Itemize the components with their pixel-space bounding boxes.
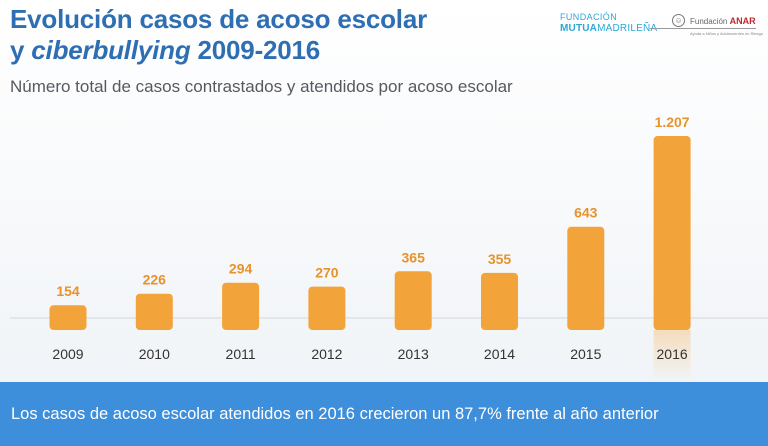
value-label-2016: 1.207	[655, 114, 690, 130]
bar-2013	[394, 271, 432, 330]
bar-2010	[135, 293, 173, 330]
x-tick-label-2011: 2011	[226, 346, 256, 362]
bars-layer: 154 2009 226 2010 294 2011 270 2012 365 2013 355 20…	[49, 114, 691, 382]
footer-banner: Los casos de acoso escolar atendidos en …	[0, 382, 768, 446]
bar-2012	[308, 286, 346, 330]
smiley-face-icon: ☺	[672, 14, 685, 27]
title-line-1: Evolución casos de acoso escolar	[10, 4, 428, 34]
fundacion-anar-logo: ☺ Fundación ANAR Ayuda a Niños y Adolesc…	[650, 14, 763, 40]
mutua-logo-bold: MUTUA	[560, 23, 598, 34]
mutua-logo-line-1: FUNDACIÓN	[560, 12, 618, 22]
mutua-logo-line-2: MUTUAMADRILEÑA	[560, 23, 657, 34]
x-tick-label-2012: 2012	[311, 346, 342, 362]
bar-2009	[49, 305, 87, 330]
logo-swoosh	[650, 28, 756, 29]
chart-title: Evolución casos de acoso escolar y ciber…	[10, 4, 427, 66]
bar-chart: 154 2009 226 2010 294 2011 270 2012 365 2013 355 20…	[10, 114, 768, 382]
anar-logo-name: ANAR	[729, 16, 756, 26]
value-label-2015: 643	[574, 205, 598, 221]
x-tick-label-2016: 2016	[657, 346, 688, 362]
x-tick-label-2010: 2010	[139, 346, 170, 362]
value-label-2010: 226	[143, 272, 167, 288]
title-line-2-prefix: y	[10, 35, 32, 65]
title-line-2: y ciberbullying 2009-2016	[10, 35, 427, 66]
anar-logo-prefix: Fundación	[690, 17, 728, 26]
value-label-2011: 294	[229, 261, 253, 277]
value-label-2009: 154	[56, 283, 80, 299]
bar-2015	[567, 226, 605, 330]
x-tick-label-2015: 2015	[570, 346, 601, 362]
value-label-2014: 355	[488, 251, 512, 267]
fundacion-mutua-madrilena-logo: FUNDACIÓN MUTUAMADRILEÑA	[560, 12, 657, 34]
anar-logo-tagline: Ayuda a Niños y Adolescentes en Riesgo	[690, 31, 764, 36]
bar-2014	[481, 272, 518, 330]
title-line-2-suffix: 2009-2016	[190, 35, 321, 65]
title-line-2-italic: ciberbullying	[31, 35, 191, 65]
anar-logo-text: Fundación ANAR	[690, 16, 756, 26]
value-label-2012: 270	[315, 265, 339, 281]
mutua-logo-rest: MADRILEÑA	[597, 23, 658, 34]
value-label-2013: 365	[402, 249, 426, 265]
x-tick-label-2013: 2013	[398, 346, 429, 362]
chart-subtitle: Número total de casos contrastados y ate…	[10, 77, 513, 96]
bar-highlight-fade	[653, 330, 691, 382]
bar-2016	[653, 136, 691, 330]
x-tick-label-2014: 2014	[484, 346, 515, 362]
bar-2011	[222, 282, 260, 330]
x-tick-label-2009: 2009	[52, 346, 83, 362]
